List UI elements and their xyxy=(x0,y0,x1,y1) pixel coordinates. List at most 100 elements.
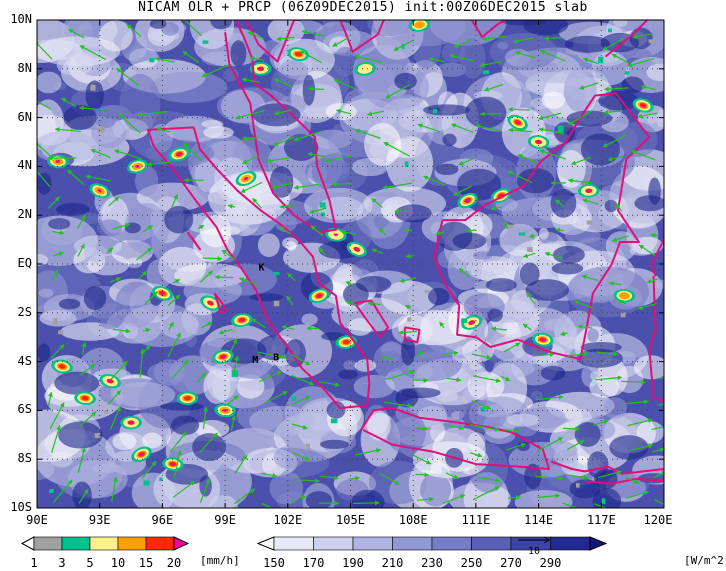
precip-speck xyxy=(202,40,209,44)
wind-arrow xyxy=(241,135,259,141)
cloud-patch xyxy=(420,473,452,507)
cloud-clear-patch xyxy=(72,481,92,508)
cloud-patch xyxy=(203,126,234,139)
cloud-clear-patch xyxy=(54,371,100,395)
site-marker-m: M xyxy=(252,355,258,366)
cloud-clear-patch xyxy=(580,133,621,166)
cloud-clear-patch xyxy=(435,163,459,175)
cloud-clear-patch xyxy=(55,202,90,216)
cloud-patch xyxy=(655,109,664,128)
precip-cell xyxy=(469,321,474,325)
cloud-patch xyxy=(354,359,377,372)
wind-arrow xyxy=(607,155,623,162)
precip-speck xyxy=(53,318,58,325)
site-marker-b: B xyxy=(273,353,279,364)
olr-colorbar-swatch xyxy=(431,536,472,551)
cloud-patch xyxy=(37,71,62,94)
wind-arrow xyxy=(574,300,594,309)
wind-arrow xyxy=(439,321,445,329)
wind-arrow xyxy=(345,300,357,306)
wind-arrow xyxy=(279,204,295,209)
wind-arrow xyxy=(441,350,459,356)
precip-cell xyxy=(354,247,359,251)
precip-speck xyxy=(97,127,105,133)
cloud-patch xyxy=(153,359,185,386)
wind-arrow xyxy=(331,181,353,187)
precip-speck xyxy=(620,312,626,318)
wind-arrow xyxy=(227,394,239,405)
wind-arrow xyxy=(555,227,564,233)
wind-arrow xyxy=(309,207,327,214)
precip-colorbar-swatch xyxy=(89,536,119,551)
precip-speck xyxy=(273,300,280,307)
cloud-patch xyxy=(201,119,224,129)
precip-speck xyxy=(94,433,101,438)
wind-arrow xyxy=(539,149,567,160)
wind-arrow xyxy=(503,342,521,353)
cloud-patch xyxy=(587,328,599,343)
wind-arrow xyxy=(117,113,141,134)
cloud-clear-patch xyxy=(592,488,622,508)
sumatra-coastline xyxy=(146,126,371,409)
precipitation-cells xyxy=(47,20,655,505)
cloud-clear-patch xyxy=(436,221,473,251)
precip-speck xyxy=(482,70,490,75)
wind-arrow xyxy=(202,406,209,429)
wind-arrow xyxy=(287,272,296,282)
cloud-patch xyxy=(447,247,482,291)
wind-arrow xyxy=(446,377,462,383)
wind-arrow xyxy=(147,161,172,167)
wind-arrow xyxy=(281,325,295,330)
wind-arrow xyxy=(354,54,383,64)
wind-arrow xyxy=(490,205,502,211)
olr-colorbar-tick: 190 xyxy=(342,556,364,570)
wind-arrow xyxy=(367,110,384,117)
wind-arrow xyxy=(624,476,640,484)
precip-speck xyxy=(149,57,155,63)
wind-arrow xyxy=(532,352,555,357)
wind-arrow xyxy=(625,490,650,499)
wind-arrow xyxy=(538,112,562,121)
wind-arrow xyxy=(416,496,434,502)
precip-speck xyxy=(598,56,604,64)
precip-speck xyxy=(586,220,592,225)
wind-arrow xyxy=(50,344,65,359)
cloud-clear-patch xyxy=(338,369,358,380)
precip-cell xyxy=(414,21,425,29)
wind-arrow xyxy=(378,227,387,236)
cloud-clear-patch xyxy=(48,218,71,230)
wind-arrow xyxy=(602,133,629,148)
wind-arrow xyxy=(554,199,565,208)
precip-speck xyxy=(319,202,326,208)
axis-ticks xyxy=(36,19,665,509)
wind-arrow xyxy=(611,235,630,242)
olr-cloud-field xyxy=(37,20,664,508)
cloud-clear-patch xyxy=(164,205,194,234)
wind-arrow xyxy=(238,277,259,286)
cloud-patch xyxy=(436,62,467,78)
wind-arrow xyxy=(142,224,154,233)
olr-colorbar-swatch xyxy=(392,536,433,551)
cloud-patch xyxy=(633,355,664,380)
precip-speck xyxy=(159,477,163,482)
cloud-clear-patch xyxy=(37,343,51,362)
wind-arrow xyxy=(404,304,412,310)
lat-label: 6N xyxy=(17,109,32,124)
wind-arrow xyxy=(81,341,87,355)
wind-arrow xyxy=(442,494,466,504)
wind-arrow xyxy=(371,198,383,208)
wind-arrow xyxy=(270,182,294,190)
wind-arrow xyxy=(608,281,622,286)
precip-colorbar-tick: 20 xyxy=(166,556,182,570)
precip-cell xyxy=(177,152,182,156)
vietnam-coastline xyxy=(470,20,506,39)
precip-cell xyxy=(220,355,226,359)
cloud-patch xyxy=(194,27,266,67)
wind-arrow xyxy=(563,426,581,432)
wind-arrow xyxy=(290,478,320,484)
cloud-patch xyxy=(636,420,664,444)
cloud-patch xyxy=(452,345,482,364)
lat-label: 2N xyxy=(17,207,32,222)
precip-cell xyxy=(108,379,113,383)
wind-arrow xyxy=(458,157,474,166)
